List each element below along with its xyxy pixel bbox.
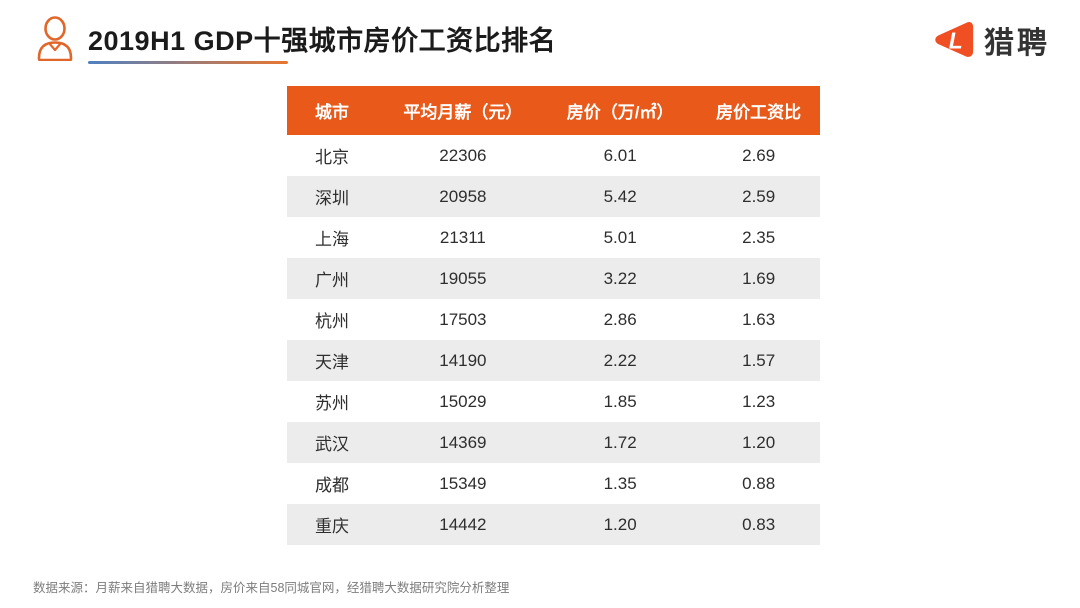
column-header-city: 城市 <box>315 103 349 122</box>
column-header-ratio: 房价工资比 <box>716 103 802 122</box>
ratio-cell: 2.69 <box>742 145 776 165</box>
salary-cell: 14369 <box>439 432 487 452</box>
liepin-logo-text: 猎聘 <box>984 27 1050 60</box>
data-source-note: 数据来源：月薪来自猎聘大数据，房价来自58同城官网，经猎聘大数据研究院分析整理 <box>33 581 510 595</box>
salary-cell: 19055 <box>439 268 487 288</box>
price-cell: 1.20 <box>603 514 637 534</box>
table-row: 深圳 20958 5.42 2.59 <box>287 176 820 217</box>
city-cell: 杭州 <box>315 312 349 331</box>
price-cell: 2.86 <box>603 309 637 329</box>
table-row: 苏州 15029 1.85 1.23 <box>287 381 820 422</box>
city-cell: 深圳 <box>315 189 349 208</box>
table-row: 重庆 14442 1.20 0.83 <box>287 504 820 545</box>
table-row: 成都 15349 1.35 0.88 <box>287 463 820 504</box>
liepin-play-l-icon: L <box>935 22 974 57</box>
ratio-cell: 1.57 <box>742 350 776 370</box>
table-row: 北京 22306 6.01 2.69 <box>287 135 820 176</box>
table-row: 广州 19055 3.22 1.69 <box>287 258 820 299</box>
salary-cell: 14442 <box>439 514 487 534</box>
ratio-cell: 2.59 <box>742 186 776 206</box>
salary-cell: 15349 <box>439 473 487 493</box>
city-cell: 重庆 <box>315 517 349 536</box>
salary-cell: 15029 <box>439 391 487 411</box>
salary-cell: 22306 <box>439 145 487 165</box>
price-cell: 1.72 <box>603 432 637 452</box>
price-cell: 1.85 <box>603 391 637 411</box>
city-cell: 武汉 <box>315 435 349 454</box>
salary-cell: 14190 <box>439 350 487 370</box>
city-cell: 天津 <box>315 353 349 372</box>
ratio-cell: 0.83 <box>742 514 776 534</box>
price-cell: 5.42 <box>603 186 637 206</box>
column-header-salary: 平均月薪（元） <box>403 103 523 122</box>
ratio-cell: 1.20 <box>742 432 776 452</box>
liepin-logo: L 猎聘 <box>931 18 1050 62</box>
city-cell: 广州 <box>315 271 349 290</box>
title-underline <box>88 61 288 64</box>
price-cell: 1.35 <box>603 473 637 493</box>
person-icon <box>37 16 73 61</box>
ratio-cell: 1.23 <box>742 391 776 411</box>
city-cell: 北京 <box>315 148 349 167</box>
table-row: 上海 21311 5.01 2.35 <box>287 217 820 258</box>
table-body: 北京 22306 6.01 2.69 深圳 20958 5.42 2.59 上海 21311 5.0… <box>287 135 820 545</box>
salary-cell: 20958 <box>439 186 487 206</box>
price-cell: 2.22 <box>603 350 637 370</box>
table-row: 天津 14190 2.22 1.57 <box>287 340 820 381</box>
salary-cell: 17503 <box>439 309 487 329</box>
ratio-cell: 1.69 <box>742 268 776 288</box>
page-title: 2019H1 GDP十强城市房价工资比排名 <box>88 26 557 56</box>
salary-cell: 21311 <box>439 227 486 247</box>
price-cell: 3.22 <box>603 268 637 288</box>
city-cell: 上海 <box>315 230 349 249</box>
data-table: 城市 平均月薪（元） 房价（万/㎡） 房价工资比 北京 22306 6.01 2.69… <box>287 86 820 545</box>
ratio-cell: 0.88 <box>742 473 776 493</box>
price-cell: 5.01 <box>603 227 637 247</box>
price-cell: 6.01 <box>603 145 637 165</box>
table-row: 杭州 17503 2.86 1.63 <box>287 299 820 340</box>
table-header-row: 城市 平均月薪（元） 房价（万/㎡） 房价工资比 <box>287 86 820 135</box>
svg-text:L: L <box>949 27 963 53</box>
ratio-cell: 2.35 <box>742 227 776 247</box>
city-cell: 成都 <box>315 476 349 495</box>
city-cell: 苏州 <box>315 394 349 413</box>
table-row: 武汉 14369 1.72 1.20 <box>287 422 820 463</box>
column-header-price: 房价（万/㎡） <box>566 103 674 122</box>
ratio-cell: 1.63 <box>742 309 776 329</box>
